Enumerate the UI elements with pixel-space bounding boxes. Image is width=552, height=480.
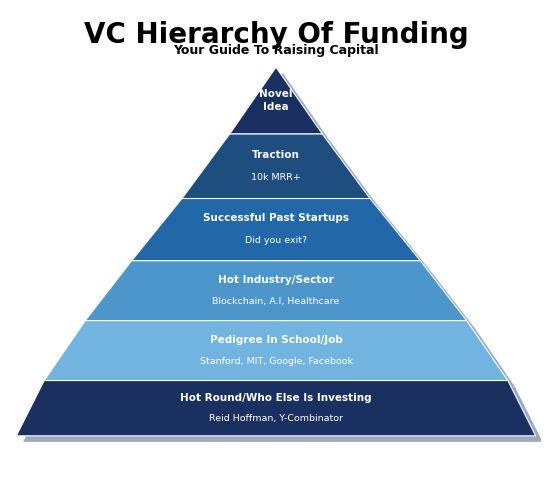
Text: Traction: Traction [252,150,300,160]
Polygon shape [236,73,329,140]
Text: Did you exit?: Did you exit? [245,236,307,245]
Polygon shape [230,67,322,134]
Polygon shape [51,326,514,386]
Text: Hot Industry/Sector: Hot Industry/Sector [218,275,334,285]
Polygon shape [44,321,508,381]
Text: VC Hierarchy Of Funding: VC Hierarchy Of Funding [83,21,469,49]
Polygon shape [139,204,427,267]
Text: 10k MRR+: 10k MRR+ [251,173,301,182]
Text: Pedigree In School/Job: Pedigree In School/Job [210,335,342,345]
Text: Hot Round/Who Else Is Investing: Hot Round/Who Else Is Investing [180,393,372,403]
Text: Stanford, MIT, Google, Facebook: Stanford, MIT, Google, Facebook [199,357,353,366]
Text: Novel
Idea: Novel Idea [259,89,293,112]
Polygon shape [85,261,467,321]
Polygon shape [131,199,421,261]
Text: Reid Hoffman, Y-Combinator: Reid Hoffman, Y-Combinator [209,414,343,423]
Text: Blockchain, A.I, Healthcare: Blockchain, A.I, Healthcare [213,297,339,306]
Text: Successful Past Startups: Successful Past Startups [203,214,349,223]
Polygon shape [17,381,535,436]
Polygon shape [92,267,474,326]
Text: Your Guide To Raising Capital: Your Guide To Raising Capital [173,44,379,57]
Polygon shape [189,140,377,204]
Polygon shape [23,386,543,442]
Polygon shape [182,134,370,199]
